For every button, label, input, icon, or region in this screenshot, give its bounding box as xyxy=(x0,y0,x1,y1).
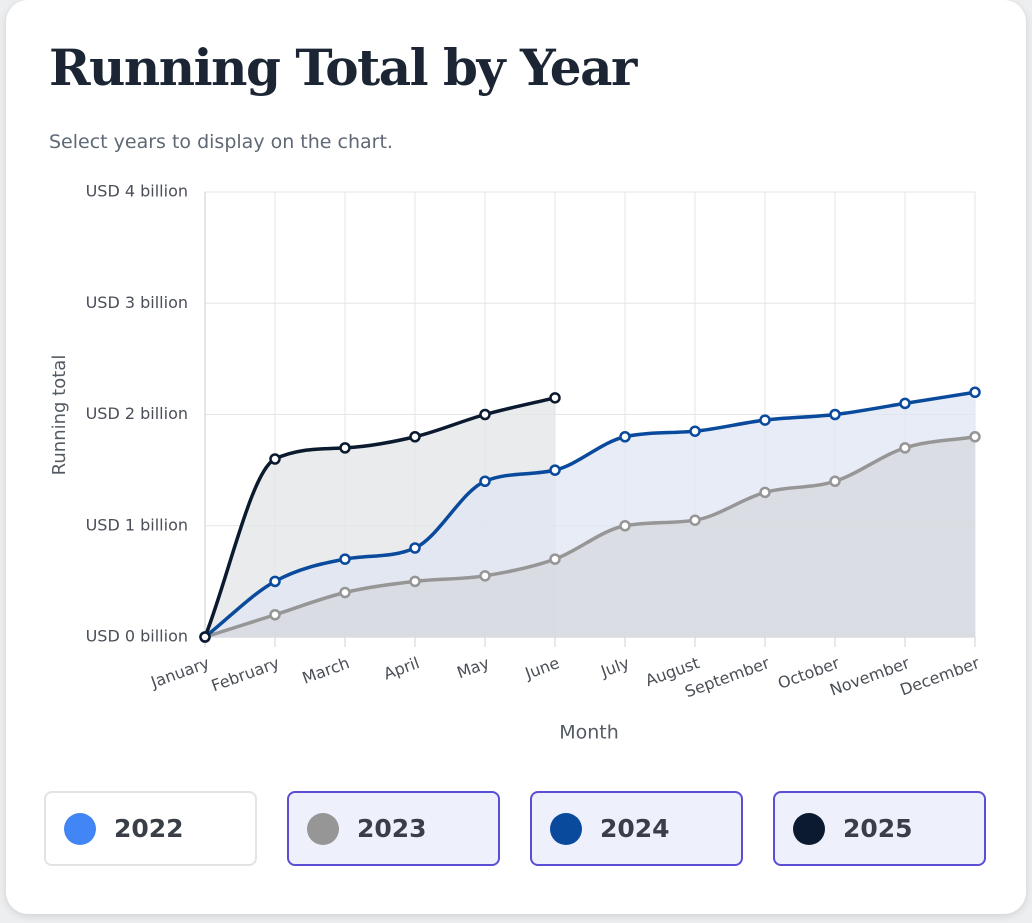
legend-item[interactable]: 2025 xyxy=(773,791,986,866)
point xyxy=(899,397,911,410)
legend-swatch xyxy=(550,812,582,845)
point xyxy=(409,431,421,443)
point xyxy=(479,570,491,582)
legend-swatch xyxy=(307,812,339,845)
x-tick-label: March xyxy=(300,653,352,688)
y-axis-title: Running total xyxy=(49,355,70,476)
legend-item[interactable]: 2024 xyxy=(530,791,743,866)
point xyxy=(199,631,211,643)
x-axis-title: Month xyxy=(559,722,619,744)
point xyxy=(339,442,351,454)
point xyxy=(689,514,701,526)
point xyxy=(759,414,771,426)
point xyxy=(759,486,771,499)
y-tick-label: USD 4 billion xyxy=(86,182,188,201)
point xyxy=(689,425,701,437)
legend-item[interactable]: 2022 xyxy=(44,791,257,866)
point xyxy=(899,442,911,454)
legend-label: 2024 xyxy=(600,814,670,843)
legend-swatch xyxy=(64,812,96,845)
y-tick-label: USD 3 billion xyxy=(86,293,188,312)
point xyxy=(619,520,631,532)
point xyxy=(549,464,561,476)
chart-title: Running Total by Year xyxy=(49,38,637,97)
point xyxy=(969,431,981,443)
x-tick-label: June xyxy=(522,653,562,683)
point xyxy=(269,609,281,621)
point xyxy=(269,453,281,465)
point xyxy=(339,553,351,565)
legend-swatch xyxy=(793,812,825,845)
point xyxy=(269,575,281,588)
legend-label: 2025 xyxy=(843,814,913,843)
point xyxy=(829,475,841,487)
point xyxy=(829,408,841,421)
point xyxy=(339,586,351,599)
point xyxy=(479,408,491,421)
y-tick-label: USD 2 billion xyxy=(86,404,188,423)
x-tick-label: December xyxy=(897,653,982,699)
point xyxy=(549,392,561,404)
x-tick-label: November xyxy=(827,653,912,699)
line xyxy=(204,435,976,639)
y-tick-label: USD 0 billion xyxy=(86,627,188,646)
point xyxy=(409,575,421,588)
point xyxy=(969,386,981,398)
point xyxy=(409,542,421,554)
point xyxy=(619,431,631,443)
x-tick-label: February xyxy=(209,653,282,695)
legend-label: 2022 xyxy=(114,814,184,843)
point xyxy=(549,553,561,565)
chart-subtitle: Select years to display on the chart. xyxy=(49,131,393,153)
area xyxy=(205,436,975,637)
y-tick-label: USD 1 billion xyxy=(86,515,188,534)
legend-item[interactable]: 2023 xyxy=(287,791,500,866)
legend-label: 2023 xyxy=(357,814,427,843)
x-tick-label: May xyxy=(454,653,492,682)
x-tick-label: April xyxy=(381,653,422,683)
x-tick-label: July xyxy=(597,653,631,681)
point xyxy=(479,475,491,487)
x-tick-label: January xyxy=(147,653,211,692)
